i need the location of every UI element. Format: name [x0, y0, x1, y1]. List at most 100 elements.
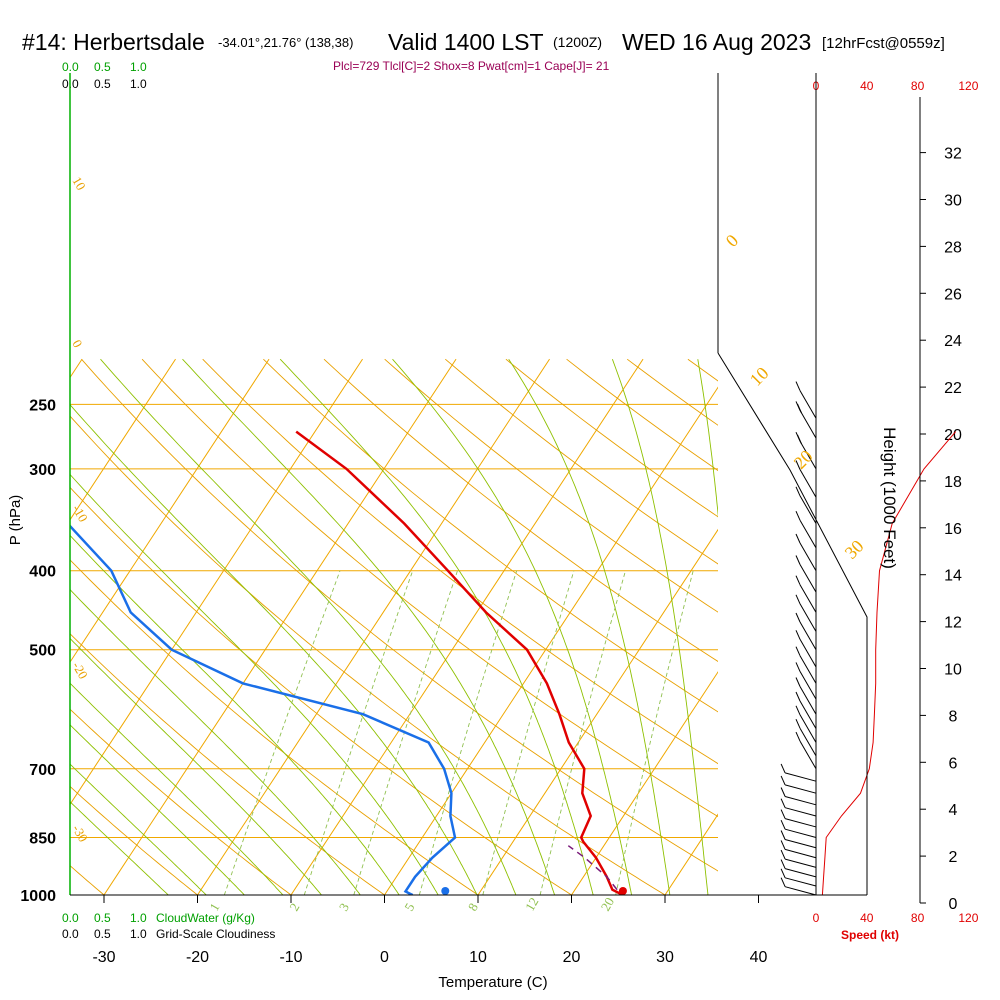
- x-tick-label-20: 20: [563, 949, 581, 966]
- wind-barb-staff: [784, 839, 817, 849]
- wind-barb-staff: [784, 877, 817, 887]
- mixing-ratio-line: [418, 570, 518, 895]
- mixing-ratio-label-3: 3: [336, 900, 352, 913]
- valid-zulu: (1200Z): [553, 34, 602, 50]
- x-tick-label-0: 0: [380, 949, 389, 966]
- wind-barb-staff: [784, 868, 817, 878]
- wind-barb-staff: [799, 655, 817, 684]
- height-tick-label-30: 30: [944, 193, 962, 210]
- wind-barb-feather: [780, 859, 786, 869]
- wind-barb-feather: [795, 662, 801, 672]
- height-tick-label-6: 6: [949, 755, 958, 772]
- dry-adiabat-line: [809, 359, 1000, 912]
- p-tick-label-850: 850: [29, 831, 56, 848]
- p-tick-label-400: 400: [29, 564, 56, 581]
- isotherm-line: [70, 358, 363, 806]
- wind-barb-staff: [799, 519, 817, 549]
- wind-barb: [780, 787, 817, 806]
- isotherm-line: [290, 358, 644, 895]
- height-tick-label-2: 2: [949, 849, 958, 866]
- dry-adiabat-line: [263, 358, 718, 713]
- isotherm-line: [664, 813, 718, 895]
- speed-tick-bottom-120: 120: [958, 911, 978, 925]
- moist-adiabat-line: [697, 359, 718, 518]
- wind-barb: [795, 510, 817, 549]
- wind-barb: [780, 819, 817, 838]
- wind-barb-staff: [799, 639, 817, 668]
- dry-adiabat-label--10: -10: [69, 502, 91, 525]
- wind-barb-feather: [795, 731, 801, 742]
- isotherm-label-0: 0: [722, 230, 743, 251]
- mixing-ratio-line: [615, 570, 694, 895]
- wind-barb: [780, 840, 817, 859]
- isotherm-line: [70, 358, 270, 664]
- wind-barb-staff: [784, 784, 817, 794]
- wind-barb: [795, 401, 817, 439]
- isotherm-line: [196, 358, 550, 895]
- wind-barb-staff: [799, 564, 817, 593]
- height-tick-label-22: 22: [944, 380, 962, 397]
- height-axis-label: Height (1000 Feet): [880, 427, 899, 569]
- wind-barb-feather: [795, 646, 801, 656]
- moist-adiabat-line: [70, 724, 246, 895]
- cloud-scale-bottom-1: 0.5: [94, 911, 111, 925]
- wind-barb-staff: [784, 858, 817, 868]
- x-tick-label--30: -30: [92, 949, 115, 966]
- x-tick-label--20: -20: [186, 949, 209, 966]
- wind-barb-feather: [780, 798, 786, 808]
- cloudiness-scale-top-1: 0.5: [94, 77, 111, 91]
- cloudwater-label: CloudWater (g/Kg): [156, 911, 255, 925]
- dry-adiabat-label-10: 10: [69, 174, 88, 193]
- wind-barb-staff: [784, 848, 817, 859]
- wind-barb-staff: [799, 727, 817, 757]
- height-tick-label-14: 14: [944, 568, 962, 585]
- p-tick-label-700: 700: [29, 762, 56, 779]
- height-tick-label-24: 24: [944, 333, 962, 350]
- height-tick-label-10: 10: [944, 662, 962, 679]
- speed-tick-top-40: 40: [860, 79, 874, 93]
- x-tick-label--10: -10: [279, 949, 302, 966]
- wind-barb: [795, 662, 817, 700]
- wind-barb-feather: [797, 403, 802, 414]
- dry-adiabat-line: [566, 358, 718, 472]
- wind-barb: [780, 798, 817, 817]
- moist-adiabat-line: [70, 763, 207, 895]
- height-tick-label-28: 28: [944, 239, 962, 256]
- wind-barb: [795, 381, 817, 419]
- wind-barb-feather: [780, 763, 786, 774]
- wind-barb-feather: [795, 381, 801, 391]
- mixing-ratio-label-8: 8: [465, 900, 481, 913]
- background-grid: [70, 358, 1000, 912]
- dry-adiabat-line: [384, 358, 718, 613]
- dewpoint-profile-line: [70, 524, 457, 895]
- surface-dewpoint-marker: [441, 887, 450, 895]
- isotherm-line: [70, 358, 176, 521]
- isotherm-line: [477, 528, 718, 895]
- wind-barb-staff: [799, 603, 817, 632]
- dry-adiabat-line: [70, 415, 666, 895]
- wind-barb-feather: [795, 677, 801, 687]
- speed-axis-label: Speed (kt): [841, 928, 899, 942]
- wind-barb: [795, 646, 817, 684]
- temperature-profile-line: [295, 430, 624, 895]
- wind-barb: [780, 830, 817, 849]
- wind-barb-staff: [799, 740, 817, 770]
- dry-adiabat-label--30: -30: [69, 822, 91, 845]
- wind-barb-staff: [799, 686, 817, 715]
- dry-adiabat-line: [930, 359, 1000, 912]
- dry-adiabat-line: [70, 865, 105, 895]
- isotherm-label-10: 10: [746, 363, 773, 390]
- height-tick-label-32: 32: [944, 146, 962, 163]
- wind-barb: [795, 612, 817, 650]
- mixing-ratio-line: [223, 570, 341, 895]
- dry-adiabat-line: [445, 358, 718, 565]
- wind-barb-feather: [780, 868, 786, 879]
- wind-barb-feather: [795, 594, 801, 605]
- dry-adiabat-line: [70, 486, 573, 895]
- dry-adiabat-line: [70, 633, 386, 895]
- isotherm-label-20: 20: [790, 446, 817, 473]
- mixing-ratio-line: [539, 570, 626, 895]
- wind-barb-feather: [780, 819, 786, 830]
- wind-barb-feather: [780, 775, 786, 786]
